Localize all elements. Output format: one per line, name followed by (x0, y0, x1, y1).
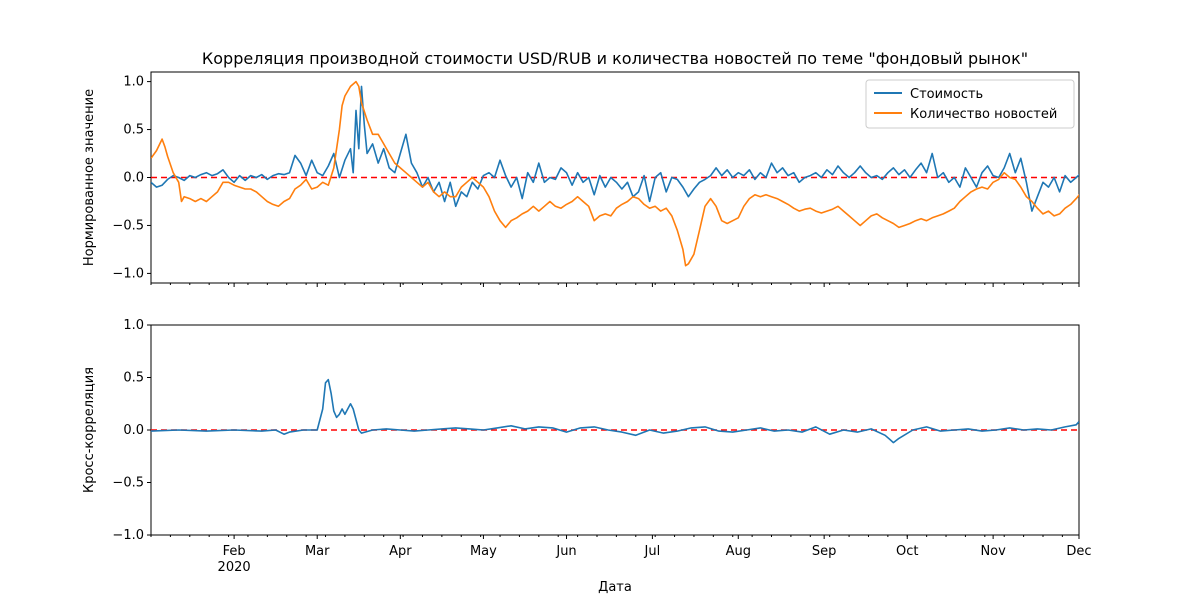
y-tick-label: 0.0 (123, 171, 144, 186)
x-tick-label: Jun (555, 544, 576, 559)
x-tick-label: Sep (812, 544, 837, 559)
y-axis-label: Кросс-корреляция (82, 367, 97, 493)
y-tick-label: 0.5 (123, 123, 144, 138)
x-tick-label: Mar (305, 544, 330, 559)
x-tick-label: Aug (726, 544, 751, 559)
x-tick-sublabel: 2020 (218, 560, 251, 575)
top-chart: 1.0 0.5 0.0 −0.5 −1.0 Нормированное значение К… (82, 49, 1080, 287)
legend-box (865, 79, 1075, 129)
x-axis-label: Дата (598, 580, 632, 595)
legend-label-1: Количество новостей (910, 107, 1057, 122)
chart-title: Корреляция производной стоимости USD/RUB… (202, 49, 1028, 68)
x-tick-label: Apr (389, 544, 412, 559)
y-tick-label: −1.0 (112, 528, 144, 543)
x-tick-label: May (470, 544, 497, 559)
x-tick-label: Dec (1066, 544, 1091, 559)
x-tick-label: Oct (896, 544, 918, 559)
legend-label-0: Стоимость (910, 87, 983, 102)
y-tick-label: 0.0 (123, 423, 144, 438)
y-tick-label: 1.0 (123, 318, 144, 333)
y-tick-label: −1.0 (112, 266, 144, 281)
x-tick-label: Jul (644, 544, 661, 559)
series-line-1 (151, 80, 1079, 267)
x-tick-label: Feb (223, 544, 246, 559)
x-tick-label: Nov (980, 544, 1006, 559)
y-axis-label: Нормированное значение (82, 89, 97, 266)
y-tick-label: 0.5 (123, 371, 144, 386)
series-line-0 (151, 378, 1079, 444)
y-tick-label: −0.5 (112, 476, 144, 491)
y-tick-label: −0.5 (112, 218, 144, 233)
y-tick-label: 1.0 (123, 75, 144, 90)
legend: Стоимость Количество новостей (865, 79, 1075, 129)
